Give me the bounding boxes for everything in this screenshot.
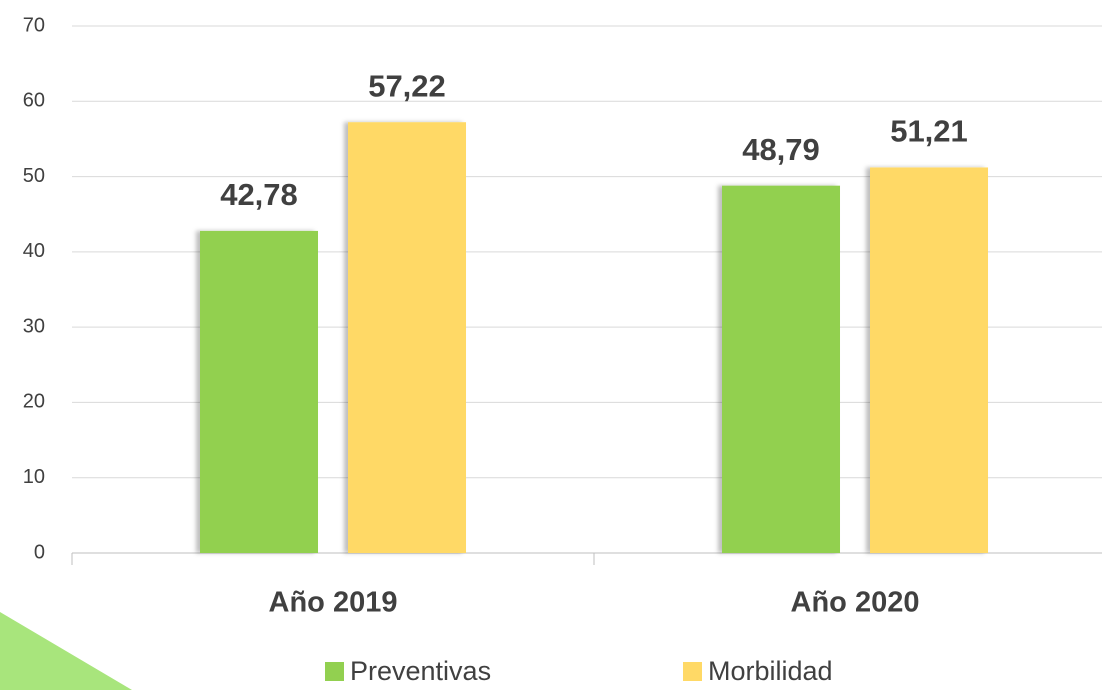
y-tick-label: 0 <box>34 541 45 563</box>
y-tick-label: 50 <box>23 165 45 187</box>
value-label: 48,79 <box>742 132 820 167</box>
legend-swatch <box>683 662 702 681</box>
y-tick-label: 60 <box>23 90 45 112</box>
legend-label: Morbilidad <box>708 656 833 686</box>
decoration <box>0 612 132 690</box>
bar <box>200 230 318 553</box>
bar <box>348 122 466 553</box>
bar <box>870 167 988 553</box>
x-tick-label: Año 2020 <box>791 587 920 619</box>
y-tick-label: 30 <box>23 315 45 337</box>
legend-label: Preventivas <box>350 656 491 686</box>
value-label: 42,78 <box>220 177 298 212</box>
x-tick-label: Año 2019 <box>269 587 398 619</box>
legend-swatch <box>325 662 344 681</box>
value-label: 57,22 <box>368 68 446 103</box>
value-label: 51,21 <box>890 114 968 149</box>
y-tick-label: 70 <box>23 14 45 36</box>
y-tick-label: 10 <box>23 466 45 488</box>
y-tick-label: 40 <box>23 240 45 262</box>
y-tick-label: 20 <box>23 391 45 413</box>
bar <box>722 185 840 553</box>
